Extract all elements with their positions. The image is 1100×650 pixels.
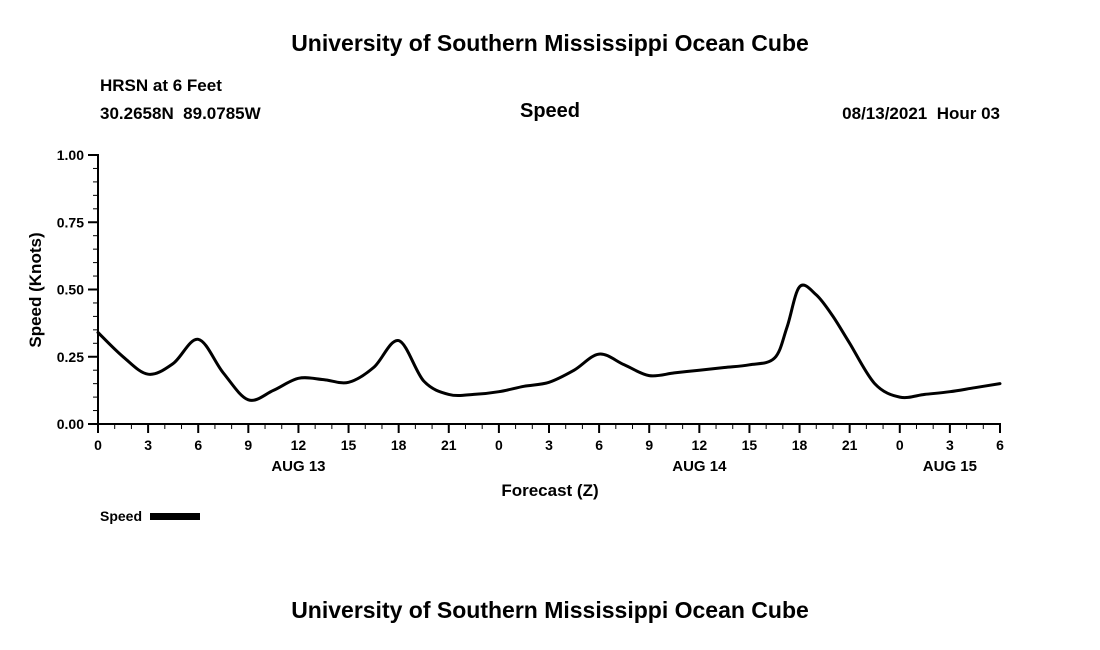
bottom-title: University of Southern Mississippi Ocean… <box>291 597 809 623</box>
top-title: University of Southern Mississippi Ocean… <box>291 30 809 56</box>
svg-text:0: 0 <box>495 437 503 453</box>
svg-text:15: 15 <box>341 437 357 453</box>
svg-text:AUG 14: AUG 14 <box>672 458 727 475</box>
svg-text:AUG 13: AUG 13 <box>271 458 325 475</box>
svg-text:0.75: 0.75 <box>57 214 84 230</box>
svg-text:3: 3 <box>144 437 152 453</box>
svg-text:0.25: 0.25 <box>57 349 84 365</box>
svg-text:0: 0 <box>896 437 904 453</box>
station-label: HRSN at 6 Feet <box>100 76 222 95</box>
svg-text:9: 9 <box>645 437 653 453</box>
svg-text:12: 12 <box>692 437 708 453</box>
svg-text:21: 21 <box>441 437 457 453</box>
svg-text:0.00: 0.00 <box>57 416 84 432</box>
svg-text:9: 9 <box>244 437 252 453</box>
svg-text:0.50: 0.50 <box>57 282 84 298</box>
svg-text:12: 12 <box>291 437 307 453</box>
svg-text:18: 18 <box>792 437 808 453</box>
svg-text:18: 18 <box>391 437 407 453</box>
coordinates-label: 30.2658N 89.0785W <box>100 104 261 123</box>
svg-text:21: 21 <box>842 437 858 453</box>
legend: Speed <box>100 508 201 524</box>
svg-text:0: 0 <box>94 437 102 453</box>
svg-text:15: 15 <box>742 437 758 453</box>
datetime-label: 08/13/2021 Hour 03 <box>842 104 1000 123</box>
svg-text:6: 6 <box>595 437 603 453</box>
svg-text:1.00: 1.00 <box>57 147 84 163</box>
svg-text:AUG 15: AUG 15 <box>923 458 977 475</box>
svg-text:6: 6 <box>996 437 1004 453</box>
svg-text:3: 3 <box>545 437 553 453</box>
svg-text:6: 6 <box>194 437 202 453</box>
x-axis-label: Forecast (Z) <box>501 481 599 500</box>
svg-text:3: 3 <box>946 437 954 453</box>
chart-title: Speed <box>519 100 581 122</box>
legend-label: Speed <box>100 508 143 524</box>
legend-swatch <box>150 512 201 520</box>
